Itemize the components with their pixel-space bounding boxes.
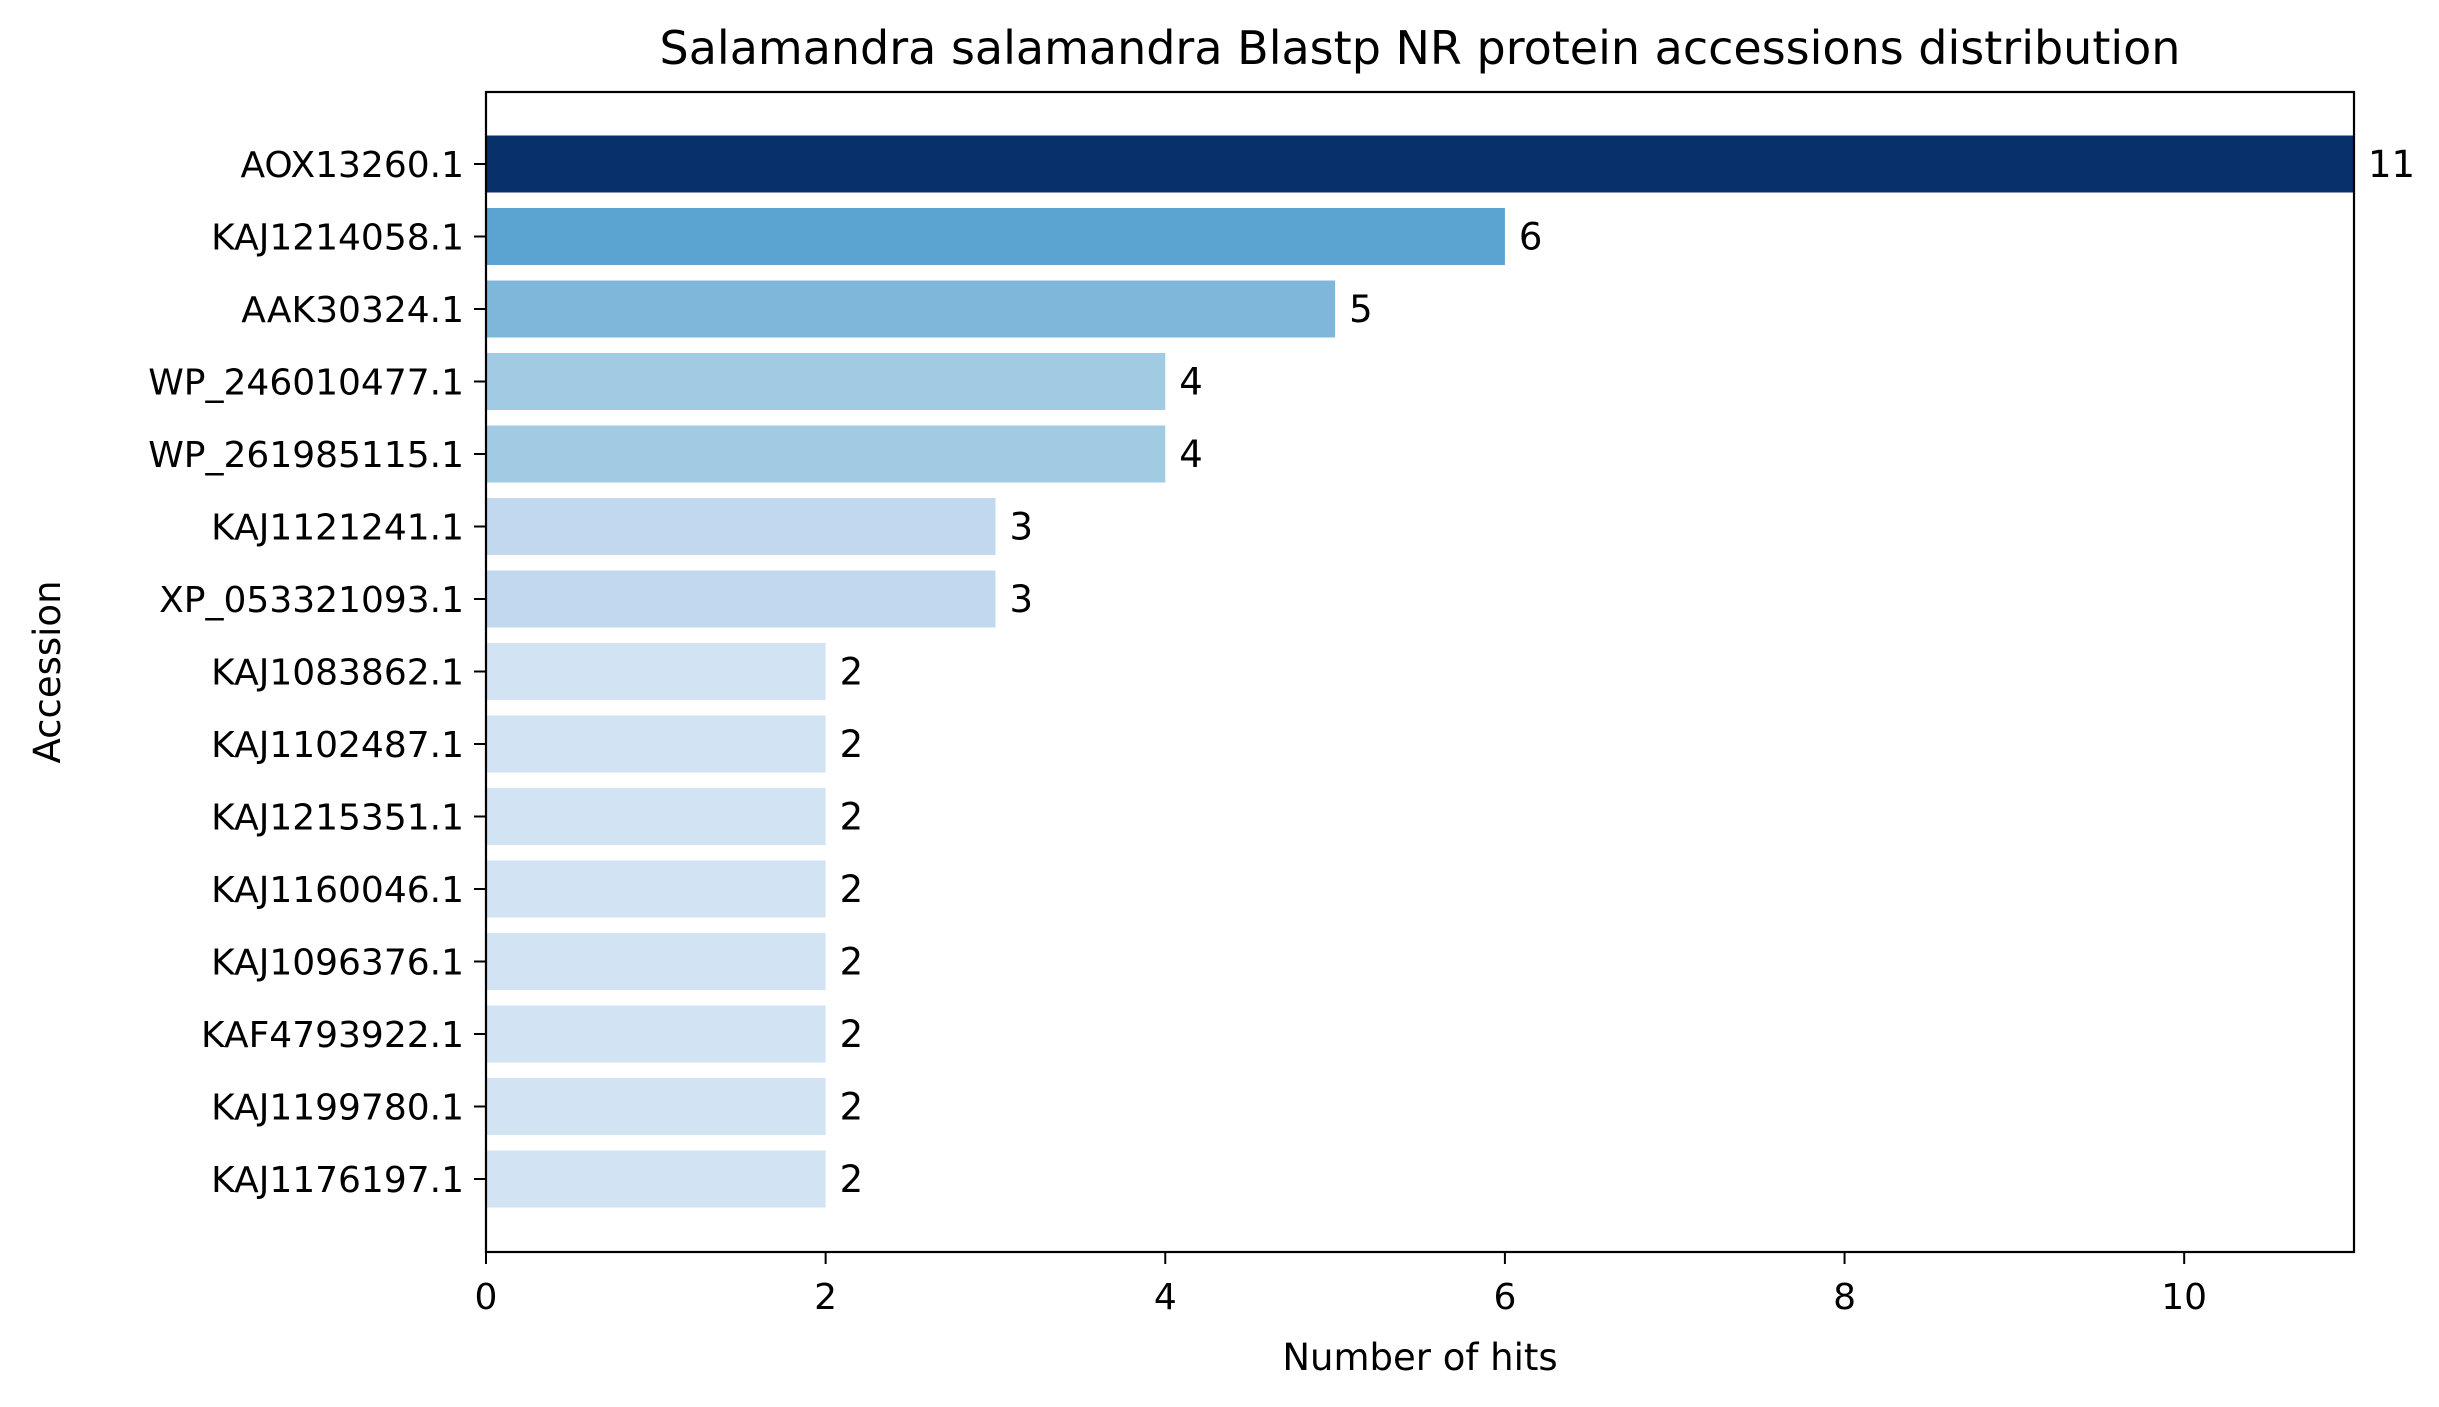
bar: [486, 135, 2354, 193]
data-label: 6: [1519, 216, 1543, 259]
y-tick-label: KAJ1102487.1: [211, 725, 464, 766]
y-tick-label: AOX13260.1: [240, 145, 464, 186]
y-tick-label: KAF4793922.1: [201, 1015, 464, 1056]
data-label: 2: [840, 723, 864, 766]
data-label: 2: [840, 941, 864, 984]
y-tick-label: WP_246010477.1: [148, 363, 464, 404]
data-label: 2: [840, 651, 864, 694]
data-label: 3: [1009, 506, 1033, 549]
y-tick-label: KAJ1083862.1: [211, 653, 464, 694]
bar: [486, 860, 826, 918]
bar: [486, 353, 1166, 410]
bar: [486, 788, 826, 845]
bar: [486, 643, 826, 700]
x-axis-ticks: 0 2 4 6 8 10: [475, 1252, 2207, 1318]
bar: [486, 933, 826, 990]
bar: [486, 1150, 826, 1208]
plot-frame: [484, 90, 2356, 1254]
data-label: 4: [1179, 361, 1203, 404]
chart-title: Salamandra salamandra Blastp NR protein …: [660, 21, 2181, 75]
y-axis-label: Accession: [26, 580, 69, 763]
y-tick-label: KAJ1176197.1: [211, 1160, 464, 1201]
y-axis-ticks: AOX13260.1 KAJ1214058.1 AAK30324.1 WP_24601…: [148, 145, 486, 1201]
y-tick-label: KAJ1214058.1: [211, 218, 464, 259]
x-tick-label: 2: [814, 1277, 837, 1318]
data-labels-group: 11 6 5 4 4 3 3 2 2 2 2 2 2 2 2: [840, 143, 2415, 1201]
y-tick-label: KAJ1199780.1: [211, 1088, 464, 1129]
y-tick-label: WP_261985115.1: [148, 435, 464, 476]
x-tick-label: 8: [1833, 1277, 1856, 1318]
y-tick-label: KAJ1215351.1: [211, 798, 464, 839]
bar: [486, 425, 1166, 483]
y-tick-label: KAJ1121241.1: [211, 508, 464, 549]
bar: [486, 1005, 826, 1063]
bar: [486, 570, 996, 628]
data-label: 2: [840, 1086, 864, 1129]
bar: [486, 208, 1505, 265]
bar: [486, 498, 996, 555]
data-label: 11: [2368, 143, 2415, 186]
data-label: 2: [840, 1158, 864, 1201]
y-tick-label: AAK30324.1: [241, 290, 464, 331]
data-label: 4: [1179, 433, 1203, 476]
bar: [486, 715, 826, 773]
y-tick-label: KAJ1096376.1: [211, 943, 464, 984]
data-label: 2: [840, 868, 864, 911]
data-label: 2: [840, 1013, 864, 1056]
data-label: 3: [1009, 578, 1033, 621]
x-tick-label: 6: [1493, 1277, 1516, 1318]
bars-group: [486, 135, 2354, 1208]
x-tick-label: 10: [2161, 1277, 2207, 1318]
y-tick-label: XP_053321093.1: [159, 580, 464, 621]
bar: [486, 280, 1336, 338]
bar: [486, 1078, 826, 1135]
data-label: 5: [1349, 288, 1373, 331]
x-axis-label: Number of hits: [1282, 1336, 1557, 1379]
x-tick-label: 4: [1154, 1277, 1177, 1318]
data-label: 2: [840, 796, 864, 839]
y-tick-label: KAJ1160046.1: [211, 870, 464, 911]
x-tick-label: 0: [475, 1277, 498, 1318]
